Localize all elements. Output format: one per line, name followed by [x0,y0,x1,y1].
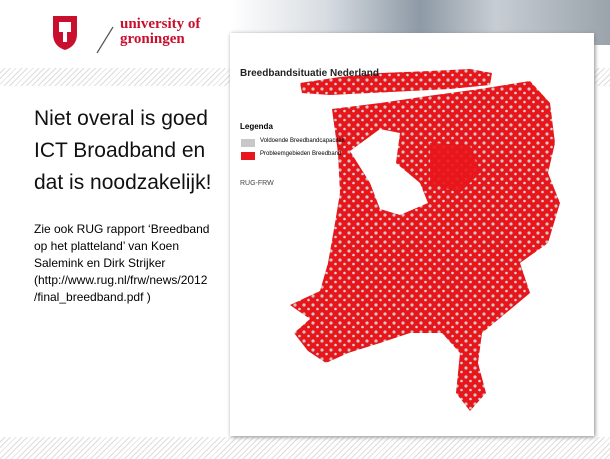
hatch-band-bottom [0,437,610,459]
body-line: op het platteland’ van Koen [34,239,179,253]
body-line: Zie ook RUG rapport ‘Breedband [34,222,209,236]
heading-line: ICT Broadband en [34,139,205,163]
body-line: Salemink en Dirk Strijker [34,256,165,270]
map [230,33,594,436]
body-line: (http://www.rug.nl/frw/news/2012 [34,273,207,287]
legend-swatch [241,152,255,160]
map-source: RUG-FRW [240,180,274,187]
legend-title: Legenda [240,122,273,131]
legend-item: Voldoende Breedbandcapaciteit [260,138,345,144]
legend-item: Probleemgebieden Breedband [260,151,341,157]
heading-line: Niet overal is goed [34,107,208,131]
logo-slash [95,25,115,55]
crest [50,12,80,52]
map-title: Breedbandsituatie Nederland [240,68,379,79]
body-line: /final_breedband.pdf ) [34,290,151,304]
logo-text: groningen [120,31,185,48]
heading-line: dat is noodzakelijk! [34,171,211,195]
slide: university of groningen Niet overal is g… [0,0,610,459]
legend-swatch [241,139,255,147]
